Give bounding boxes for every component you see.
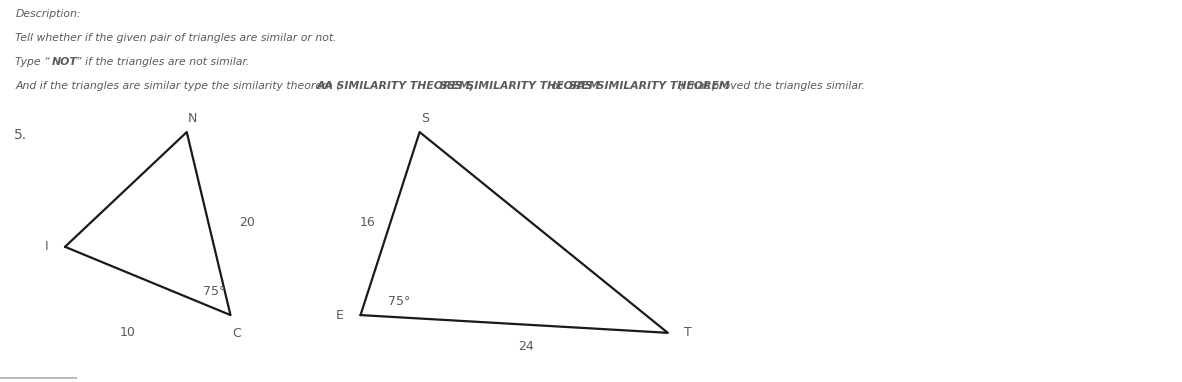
Text: SSS SIMILARITY THEOREM: SSS SIMILARITY THEOREM <box>436 81 599 91</box>
Text: I: I <box>45 240 48 253</box>
Text: 5.: 5. <box>14 128 27 142</box>
Text: or: or <box>548 81 563 91</box>
Text: Tell whether if the given pair of triangles are similar or not.: Tell whether if the given pair of triang… <box>15 32 337 43</box>
Text: AA SIMILARITY THEOREM,: AA SIMILARITY THEOREM, <box>317 81 474 91</box>
Text: 10: 10 <box>119 326 136 339</box>
Text: Type “: Type “ <box>15 57 50 66</box>
Text: 24: 24 <box>518 340 534 353</box>
Text: 75°: 75° <box>388 295 410 308</box>
Text: E: E <box>336 309 344 322</box>
Text: T: T <box>684 326 693 339</box>
Text: N: N <box>188 112 197 125</box>
Text: S: S <box>422 112 429 125</box>
Text: 16: 16 <box>361 216 376 229</box>
Text: 75°: 75° <box>203 285 226 298</box>
Text: SAS SIMILARITY THEOREM: SAS SIMILARITY THEOREM <box>565 81 729 91</box>
Text: 20: 20 <box>239 216 254 229</box>
Text: ) that proved the triangles similar.: ) that proved the triangles similar. <box>680 81 865 91</box>
Text: Description:: Description: <box>15 9 80 19</box>
Text: And if the triangles are similar type the similarity theorem (: And if the triangles are similar type th… <box>15 81 340 91</box>
Text: C: C <box>232 327 241 340</box>
Text: ” if the triangles are not similar.: ” if the triangles are not similar. <box>76 57 249 66</box>
Text: NOT: NOT <box>52 57 78 66</box>
